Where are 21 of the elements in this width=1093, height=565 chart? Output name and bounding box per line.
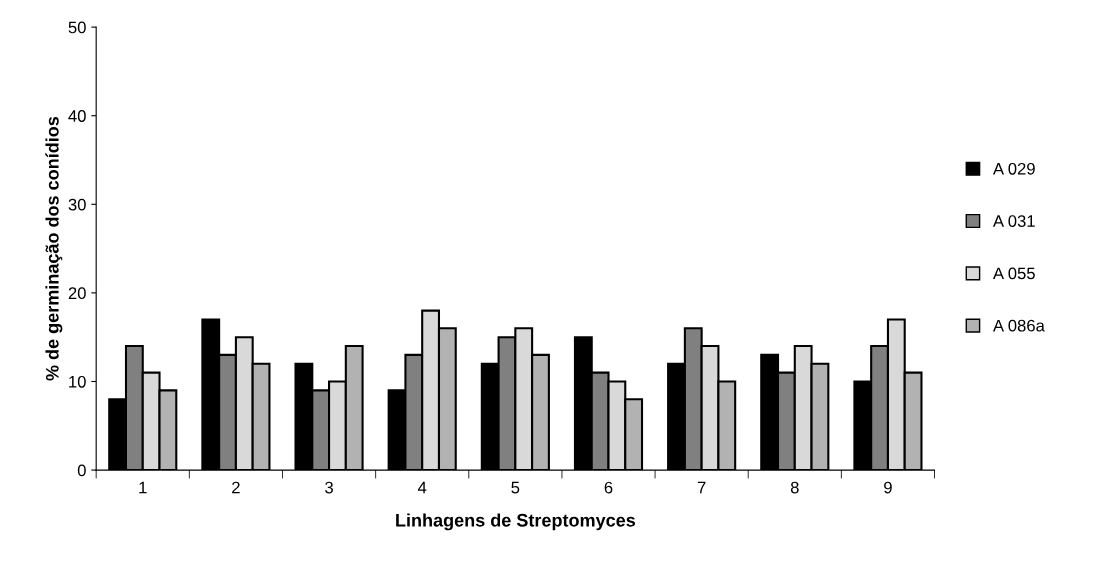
x-tick-label: 2 [232, 481, 240, 494]
x-tick-label: 6 [604, 481, 613, 494]
x-tick-label: 9 [884, 481, 892, 494]
x-tick-label: 4 [417, 481, 427, 494]
y-tick-label: 30 [68, 198, 86, 211]
y-tick-label: 10 [69, 375, 86, 388]
legend-label: A 031 [992, 215, 1035, 227]
y-tick-label: 50 [68, 21, 86, 34]
legend-label: A 029 [992, 162, 1035, 175]
legend-label: A 055 [992, 267, 1035, 280]
y-axis-title: % de germinação dos conídios [45, 116, 63, 381]
x-tick-label: 8 [790, 481, 799, 494]
y-tick-label: 40 [68, 110, 86, 122]
y-tick-label: 20 [68, 287, 86, 300]
y-tick-label: 0 [77, 464, 86, 477]
x-tick-label: 1 [139, 481, 147, 494]
x-tick-label: 3 [325, 481, 333, 494]
x-axis-title: Linhagens de Streptomyces [396, 513, 636, 531]
x-tick-label: 5 [511, 481, 520, 494]
x-tick-label: 7 [697, 481, 706, 494]
legend-label: A 086a [992, 319, 1045, 332]
